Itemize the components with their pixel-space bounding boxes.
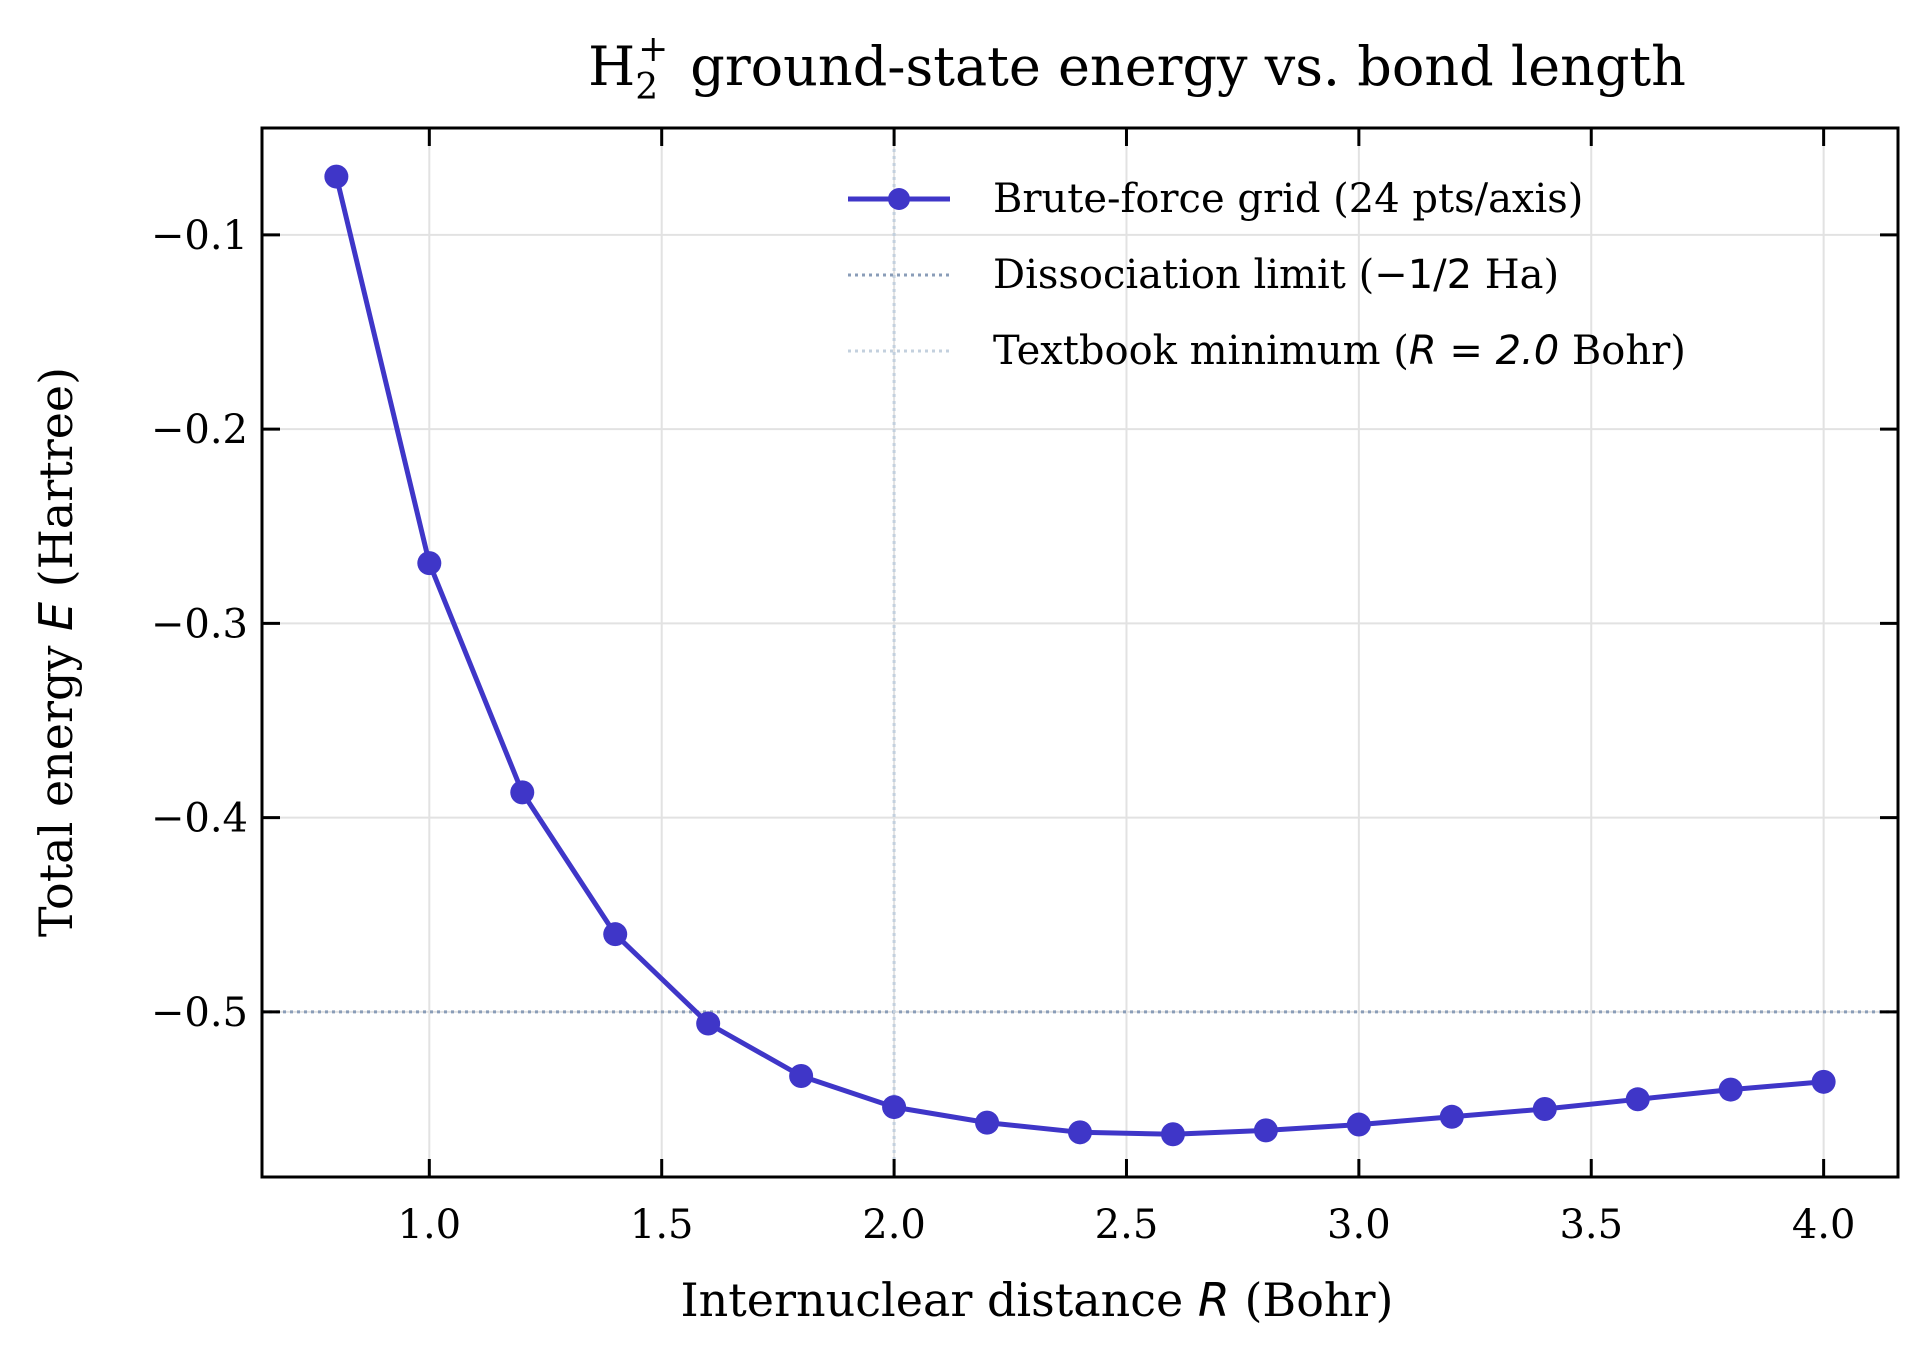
y-tick-label: −0.3	[151, 601, 248, 647]
chart-title-superscript: +	[638, 29, 668, 70]
legend-label-series: Brute-force grid (24 pts/axis)	[993, 176, 1583, 222]
y-axis-label-pre: Total energy	[29, 631, 83, 937]
x-tick-label: 4.0	[1792, 1202, 1856, 1248]
data-point	[1068, 1120, 1092, 1145]
legend-label-textbook: Textbook minimum (R = 2.0 Bohr)	[993, 328, 1686, 374]
x-tick-label: 3.5	[1559, 1202, 1623, 1248]
axes-frame	[260, 126, 1900, 1179]
legend-label-textbook-pre: Textbook minimum (	[993, 328, 1409, 374]
data-point	[882, 1095, 907, 1120]
y-axis-label: Total energy E (Hartree)	[29, 367, 83, 937]
x-tick-label: 3.0	[1327, 1202, 1391, 1248]
legend-label-textbook-post: Bohr)	[1559, 328, 1686, 374]
legend-label-textbook-math: R = 2.0	[1409, 328, 1559, 374]
y-tick-label: −0.5	[151, 990, 248, 1036]
x-axis-label-post: (Bohr)	[1230, 1273, 1394, 1327]
y-tick-label: −0.1	[151, 213, 248, 259]
data-point	[696, 1011, 721, 1036]
chart-title-subscript: 2	[635, 67, 658, 108]
y-axis-label-var: E	[29, 602, 83, 631]
grid-layer	[262, 128, 1898, 1177]
legend-label-dissociation-pre: Dissociation limit (	[993, 252, 1374, 298]
chart-title-rest: ground-state energy vs. bond length	[690, 35, 1686, 98]
x-axis-label-pre: Internuclear distance	[681, 1273, 1198, 1327]
chart-title-prefix: H	[588, 35, 635, 98]
data-point	[1625, 1087, 1650, 1112]
data-point	[1718, 1077, 1743, 1102]
x-axis-label: Internuclear distance R (Bohr)	[681, 1273, 1394, 1327]
data-point	[603, 922, 628, 947]
x-tick-label: 2.5	[1095, 1202, 1159, 1248]
data-point	[324, 164, 349, 189]
legend-label-dissociation-post: Ha)	[1472, 252, 1559, 298]
y-tick-label: −0.4	[151, 796, 248, 842]
tick-layer: 1.0 1.5 2.0 2.5 3.0 3.5 4.0 −0.1 −0.2 −0.3 −0.4 −0.…	[151, 128, 1898, 1248]
series-layer	[324, 164, 1836, 1147]
legend-label-dissociation-math: −1/2	[1374, 252, 1472, 298]
data-point	[1532, 1097, 1557, 1122]
data-point	[1811, 1069, 1836, 1094]
y-axis-label-post: (Hartree)	[29, 367, 83, 602]
data-point	[1253, 1118, 1278, 1143]
x-axis-label-var: R	[1198, 1273, 1230, 1327]
data-point	[1439, 1104, 1464, 1129]
data-point	[789, 1063, 814, 1088]
x-tick-label: 1.5	[630, 1202, 694, 1248]
data-point	[510, 780, 535, 805]
x-tick-label: 1.0	[398, 1202, 462, 1248]
chart-title: H2+ ground-state energy vs. bond length	[588, 29, 1686, 108]
data-point	[1160, 1122, 1185, 1147]
data-point	[1346, 1112, 1371, 1137]
x-tick-label: 2.0	[862, 1202, 926, 1248]
y-tick-label: −0.2	[151, 407, 248, 453]
legend-marker-series	[888, 188, 910, 210]
data-point	[975, 1110, 1000, 1135]
data-point	[417, 551, 442, 576]
legend: Brute-force grid (24 pts/axis) Dissociat…	[848, 176, 1686, 374]
plot-area	[262, 128, 1898, 1177]
legend-label-dissociation: Dissociation limit (−1/2 Ha)	[993, 252, 1559, 298]
